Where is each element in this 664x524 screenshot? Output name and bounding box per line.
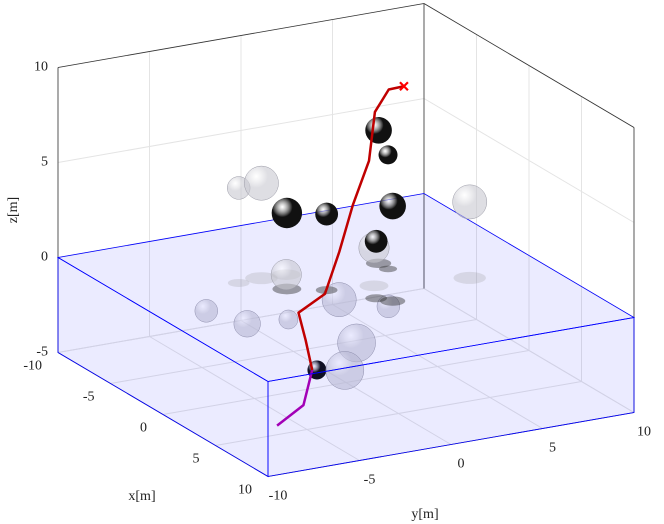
x-tick-label: 5 [193, 452, 200, 467]
trajectory [276, 369, 314, 427]
obstacle [325, 351, 365, 390]
y-tick-label: -10 [269, 489, 288, 504]
obstacle [194, 299, 218, 323]
shadow [245, 272, 278, 285]
goal-marker [399, 81, 409, 92]
y-tick-label: 0 [458, 457, 465, 472]
shadow [227, 278, 250, 287]
obstacle [244, 165, 279, 201]
z-tick-label: 10 [34, 60, 48, 75]
obstacle [233, 310, 261, 338]
axis-edge [57, 3, 425, 68]
x-tick-label: 0 [140, 421, 147, 436]
shadow [365, 294, 387, 303]
y-tick-label: 5 [549, 441, 556, 456]
shadow [379, 265, 398, 273]
z-tick-label: -5 [36, 345, 48, 360]
grid-line [57, 2, 635, 128]
y-axis-label: y[m] [411, 507, 438, 522]
region-face [57, 256, 269, 478]
obstacle [270, 259, 302, 291]
x-tick-label: -10 [23, 359, 42, 374]
z-tick-label: 5 [41, 155, 48, 170]
x-tick-label: -5 [83, 390, 95, 405]
z-axis-label: z[m] [6, 197, 21, 223]
grid-line [110, 319, 477, 384]
obstacle [278, 309, 299, 330]
shadow [453, 271, 486, 284]
obstacle [364, 229, 388, 253]
shadow [380, 296, 406, 306]
grid-line [57, 97, 635, 223]
obstacle [315, 202, 339, 226]
obstacle [378, 145, 398, 165]
z-tick-label: 0 [41, 250, 48, 265]
x-axis-label: x[m] [128, 489, 155, 504]
obstacle [365, 117, 392, 144]
obstacle [321, 282, 357, 318]
trajectory [297, 85, 405, 371]
obstacle [452, 184, 488, 220]
obstacle [271, 197, 303, 229]
obstacle [379, 192, 406, 220]
y-tick-label: 10 [637, 425, 651, 440]
shadow [359, 280, 389, 292]
axis-edge [423, 3, 635, 128]
obstacle [376, 294, 401, 318]
y-tick-label: -5 [364, 473, 376, 488]
grid-line [215, 381, 582, 446]
x-tick-label: 10 [238, 483, 252, 498]
